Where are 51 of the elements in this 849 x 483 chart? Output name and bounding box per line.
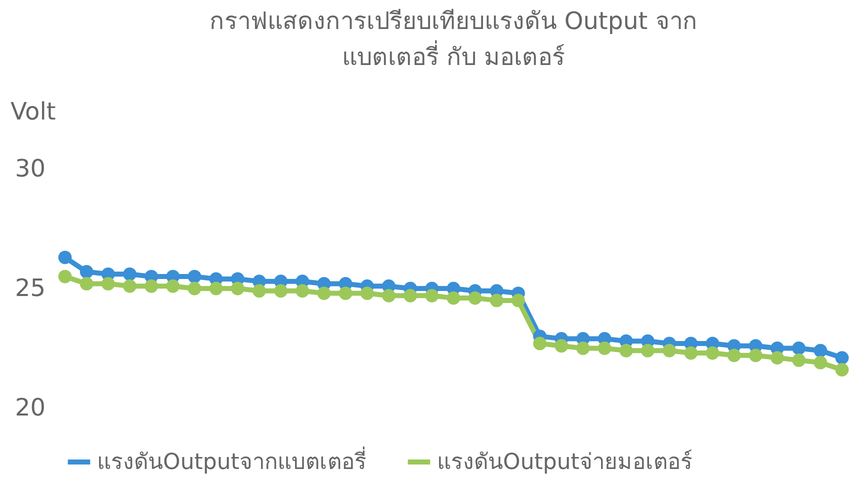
point (792, 354, 806, 367)
point (770, 351, 784, 365)
y-tick-label: 30 (14, 154, 46, 182)
point (80, 265, 94, 278)
point (404, 288, 418, 302)
point (814, 356, 828, 370)
point (792, 342, 806, 355)
point (360, 286, 374, 300)
point (123, 267, 136, 281)
point (684, 346, 698, 360)
legend-label: แรงดันOutputจ่ายมอเตอร์ (437, 450, 692, 475)
point (468, 291, 482, 305)
point (446, 291, 460, 305)
point (598, 342, 612, 355)
legend-label: แรงดันOutputจากแบตเตอรี่ (97, 446, 366, 475)
point (619, 344, 633, 358)
point (123, 279, 136, 293)
point (425, 288, 439, 302)
point (512, 294, 525, 308)
point (58, 270, 72, 284)
point (58, 250, 72, 264)
point (274, 284, 288, 298)
point (188, 282, 202, 296)
point (382, 288, 396, 302)
point (252, 284, 266, 298)
point (554, 339, 568, 353)
point (230, 282, 244, 296)
point (209, 282, 223, 296)
point (814, 344, 828, 358)
y-axis-title: Volt (10, 98, 56, 126)
y-tick-label: 25 (14, 274, 46, 302)
point (144, 279, 158, 293)
point (80, 277, 94, 290)
y-tick-label: 20 (14, 394, 46, 422)
point (706, 346, 720, 360)
point (727, 348, 741, 362)
point (490, 294, 504, 308)
point (166, 279, 180, 293)
point (533, 336, 547, 350)
point (748, 348, 762, 362)
point (835, 351, 849, 365)
point (576, 342, 590, 355)
point (662, 344, 676, 358)
point (188, 270, 202, 284)
point (101, 277, 115, 290)
point (835, 363, 849, 376)
point (338, 286, 352, 300)
chart-title: กราฟแสดงการเปรียบเทียบแรงดัน Output จาก แบตเตอรี่ กับ มอเตอร์ (210, 7, 698, 71)
point (296, 284, 310, 298)
point (641, 344, 654, 358)
point (317, 286, 331, 300)
